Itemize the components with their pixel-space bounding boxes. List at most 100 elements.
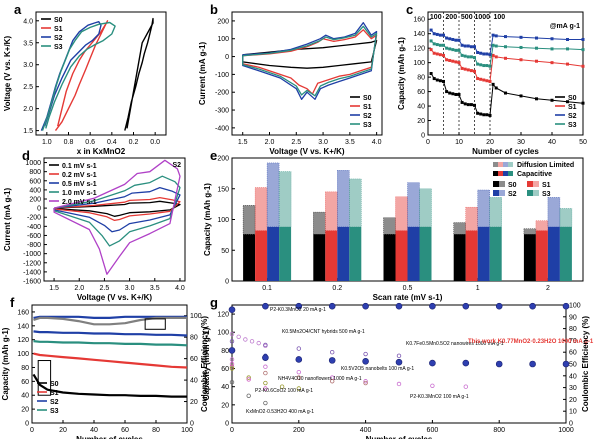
x-tick-label-a: 0.8	[64, 139, 74, 146]
literature-point-g	[363, 351, 368, 357]
data-point-c-S0	[473, 103, 476, 107]
rate-label-c: 200	[445, 14, 457, 21]
data-point-c-S1	[479, 77, 483, 81]
data-point-c-S1	[494, 55, 498, 59]
data-point-c-S3	[581, 48, 585, 52]
annotation-g: KxMnO2·0.53H2O 400 mA g-1	[246, 409, 314, 415]
bar-diffusion-S1	[395, 196, 408, 231]
data-point-c-S0	[519, 94, 523, 98]
bar-diffusion-outline-S0	[242, 205, 256, 235]
rate-label-c: 500	[461, 14, 473, 21]
data-point-c-S2	[581, 37, 585, 41]
data-point-c-S0	[535, 97, 538, 101]
x-tick-label-c: 30	[517, 139, 525, 146]
bar-diffusion-S3	[419, 188, 432, 227]
y-tick-label-d: 0	[37, 206, 41, 213]
data-point-c-S1	[473, 69, 476, 73]
y-tick-label-b: 100	[217, 36, 229, 43]
data-point-c-S1	[519, 58, 523, 62]
data-point-c-S0	[581, 101, 585, 105]
data-point-c-S2	[535, 36, 538, 40]
this-work-point-g	[228, 347, 236, 354]
legend-label-e: S2	[508, 191, 517, 198]
data-point-c-S1	[566, 62, 569, 66]
bar-capacitive-S3	[489, 226, 502, 281]
ce-point-g	[395, 302, 403, 310]
bar-capacitive-S0	[383, 234, 396, 281]
series-line-d	[53, 159, 181, 275]
data-point-c-S2	[445, 36, 449, 40]
this-work-point-g	[295, 356, 303, 363]
literature-point-g	[396, 353, 402, 359]
y-tick-label-g: 120	[217, 312, 229, 319]
x-tick-label-g: 800	[493, 427, 505, 434]
y-tick-label-b: -100	[215, 72, 229, 79]
legend-label-f: S0	[50, 381, 59, 388]
y-axis-label-a: Voltage (V vs. K+/K)	[3, 36, 12, 112]
series-line-c-S3	[430, 40, 584, 67]
y-tick-label-b: -300	[215, 108, 229, 115]
series-line-c-S1	[430, 49, 584, 82]
data-point-c-S3	[457, 48, 461, 52]
data-point-c-S0	[485, 113, 489, 117]
bar-diffusion-outline-S1	[254, 187, 268, 231]
data-point-c-S0	[435, 78, 439, 82]
data-point-c-S3	[435, 43, 439, 47]
y-tick-label-d: -400	[27, 224, 41, 231]
y-tick-label-d: 800	[29, 169, 41, 176]
literature-point-g	[256, 340, 261, 346]
legend-label-e: S0	[508, 182, 517, 189]
literature-point-g	[229, 357, 235, 362]
data-point-c-S1	[485, 79, 489, 83]
series-line-b-S3	[242, 25, 378, 97]
legend-swatch-capacitive-e	[498, 171, 503, 176]
legend-label-c: S2	[568, 113, 577, 120]
series-line-b-S1	[242, 29, 378, 95]
series-line-c-S2	[430, 29, 583, 56]
data-point-c-S1	[438, 53, 442, 57]
ce-point-g	[362, 302, 369, 310]
y-tick-label-f2: 0	[190, 421, 194, 428]
bar-diffusion-outline-S2	[477, 189, 490, 228]
literature-point-g	[296, 346, 301, 351]
x-axis-label-d: Voltage (V vs. K+/K)	[77, 293, 153, 302]
highlight-box-f	[37, 360, 52, 396]
x-tick-label-e: 0.1	[262, 285, 272, 292]
x-tick-label-g: 1000	[558, 427, 574, 434]
bar-diffusion-S2	[407, 182, 420, 227]
y-tick-label-c: 20	[417, 118, 425, 125]
data-point-c-S2	[454, 38, 458, 42]
y-tick-label-e: 0	[225, 279, 229, 286]
data-point-c-S3	[519, 45, 523, 49]
x-tick-label-e: 2	[546, 285, 550, 292]
literature-point-g	[363, 379, 368, 384]
unit-note-c: @mA g-1	[550, 23, 580, 30]
legend-swatch-diffusion-e	[493, 162, 498, 167]
bar-capacitive-S3	[279, 226, 292, 281]
series-line-d	[53, 196, 181, 222]
y-tick-label-c: 100	[413, 60, 425, 67]
x-tick-label-e: 1	[476, 285, 480, 292]
x-axis-label-a: x in KxMnO2	[77, 147, 126, 156]
y-tick-label-g: 60	[221, 366, 229, 373]
x-tick-label-c: 50	[579, 139, 587, 146]
literature-point-g	[263, 386, 268, 391]
legend-label-d: 0.1 mV s-1	[62, 163, 97, 170]
rate-label-c: 100	[493, 14, 505, 21]
y-tick-label-e: 200	[217, 156, 229, 163]
ce-point-g	[562, 302, 570, 310]
bar-diffusion-outline-S0	[313, 211, 326, 235]
data-point-c-S1	[435, 52, 439, 56]
x-tick-label-f: 100	[181, 427, 193, 434]
panel-label-f: f	[10, 295, 15, 310]
y-tick-label-g2: 0	[569, 421, 573, 428]
data-point-c-S3	[451, 48, 455, 52]
x-tick-label-a: 0.4	[107, 139, 117, 146]
series-line-a-S3	[41, 21, 116, 131]
legend-swatch-diffusion-e	[503, 162, 508, 167]
data-point-c-S2	[457, 38, 461, 42]
y-tick-label-d: 600	[29, 178, 41, 185]
data-point-c-S0	[466, 103, 470, 107]
data-point-c-S1	[535, 59, 538, 63]
